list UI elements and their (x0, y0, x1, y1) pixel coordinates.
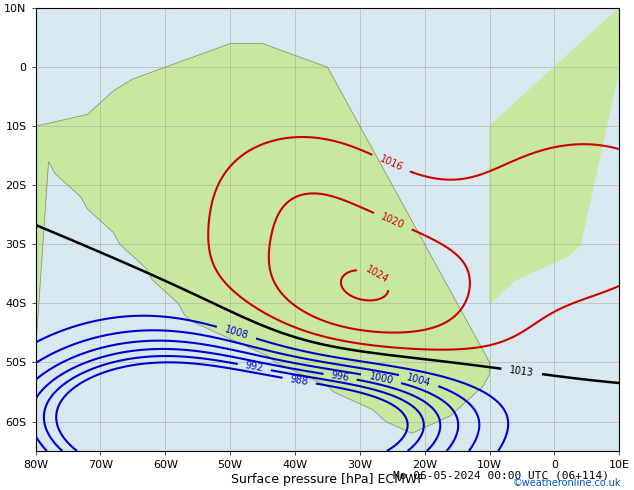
Text: 1004: 1004 (406, 372, 432, 388)
X-axis label: Surface pressure [hPa] ECMWF: Surface pressure [hPa] ECMWF (231, 473, 424, 486)
Text: ©weatheronline.co.uk: ©weatheronline.co.uk (513, 478, 621, 488)
Text: 1016: 1016 (378, 154, 404, 173)
Text: 988: 988 (289, 374, 309, 387)
Text: 996: 996 (330, 370, 350, 383)
Text: 1013: 1013 (509, 365, 534, 378)
Text: 1024: 1024 (363, 264, 390, 285)
Polygon shape (489, 8, 619, 303)
Text: 1020: 1020 (380, 212, 406, 231)
Text: 1000: 1000 (368, 371, 394, 386)
Text: 1008: 1008 (223, 324, 250, 341)
Text: 992: 992 (244, 361, 264, 374)
Text: Mo 06-05-2024 00:00 UTC (06+114): Mo 06-05-2024 00:00 UTC (06+114) (393, 470, 609, 480)
Polygon shape (36, 44, 489, 433)
